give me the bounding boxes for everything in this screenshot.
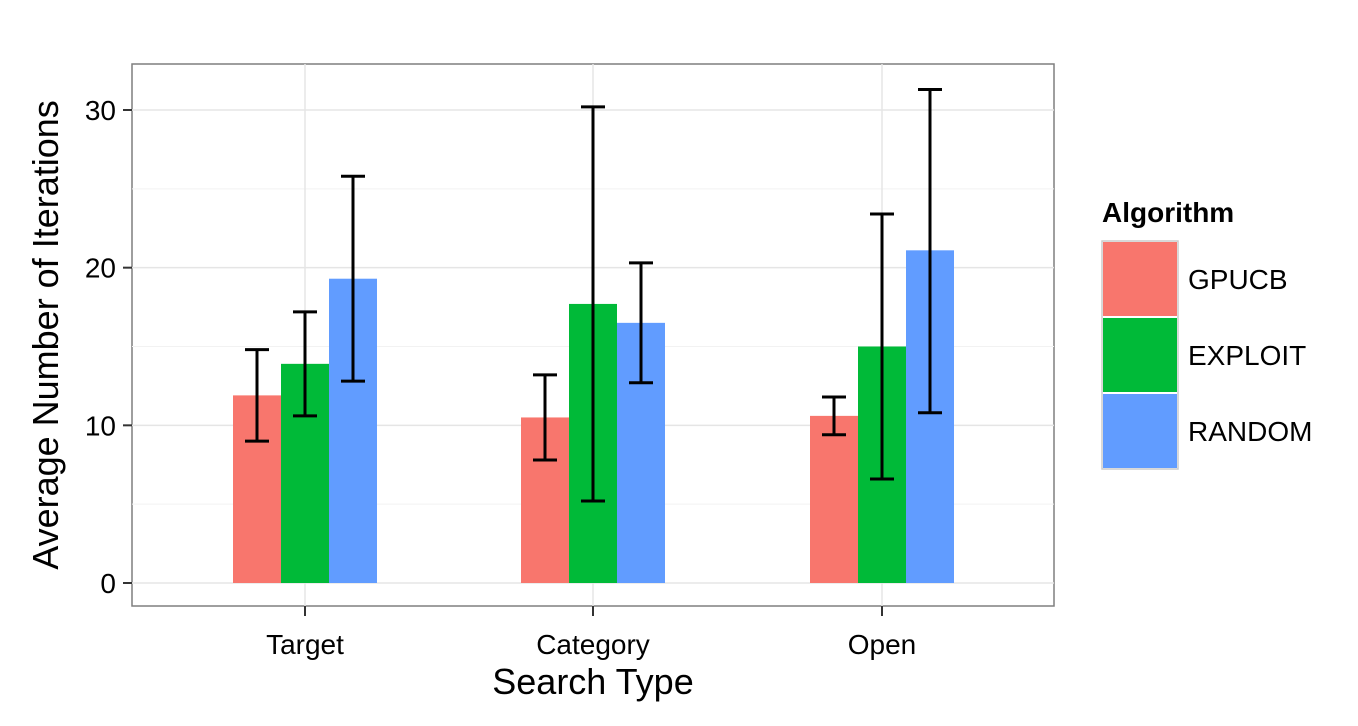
legend-label-exploit: EXPLOIT	[1188, 340, 1306, 371]
x-axis-title: Search Type	[492, 661, 693, 702]
y-tick-label: 0	[100, 568, 116, 599]
legend-key-random	[1101, 392, 1179, 470]
legend-key-exploit	[1101, 316, 1179, 394]
y-tick-label: 20	[85, 253, 116, 284]
x-tick-label: Category	[536, 629, 650, 660]
y-tick-label: 30	[85, 95, 116, 126]
x-tick-label: Target	[266, 629, 344, 660]
legend-label-random: RANDOM	[1188, 416, 1312, 447]
y-axis-title: Average Number of Iterations	[25, 100, 66, 570]
error-bars	[245, 88, 942, 503]
legend-key-gpucb	[1101, 240, 1179, 318]
legend-key-frame	[1101, 240, 1179, 470]
legend: Algorithm GPUCB EXPLOIT RANDOM	[1101, 197, 1312, 470]
bar-gpucb-open	[810, 415, 858, 583]
axes: 0 10 20 30 Target Category Open	[85, 95, 916, 660]
legend-label-gpucb: GPUCB	[1188, 264, 1288, 295]
y-tick-label: 10	[85, 410, 116, 441]
legend-title: Algorithm	[1102, 197, 1234, 228]
x-tick-label: Open	[848, 629, 917, 660]
